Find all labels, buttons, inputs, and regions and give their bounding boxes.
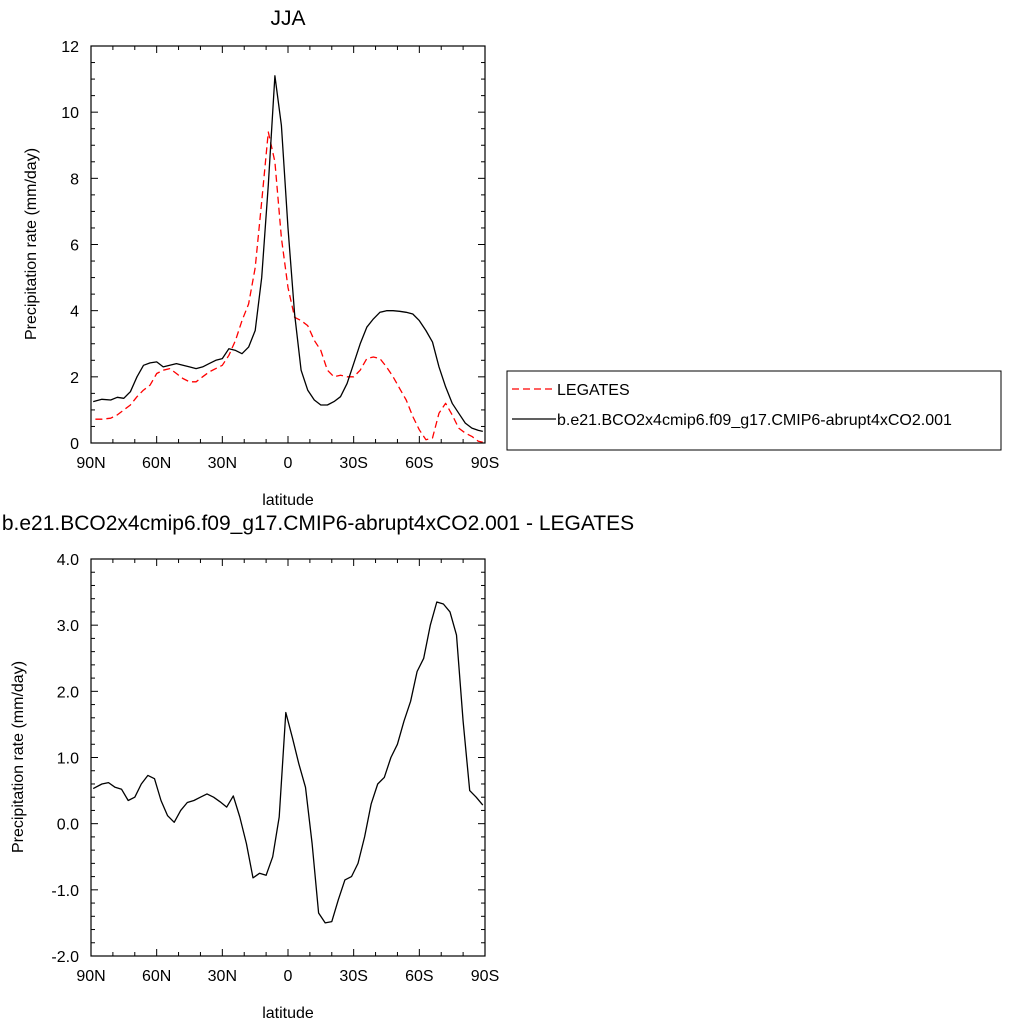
x-tick-label-bottom: 60N — [142, 968, 171, 985]
x-tick-label-top: 30N — [208, 455, 237, 472]
y-tick-label-bottom: 0.0 — [57, 817, 79, 834]
legend: LEGATES b.e21.BCO2x4cmip6.f09_g17.CMIP6-… — [506, 370, 1002, 451]
legend-label-model: b.e21.BCO2x4cmip6.f09_g17.CMIP6-abrupt4x… — [557, 412, 952, 429]
series-line-top-legates — [95, 131, 483, 443]
panel-top: JJA 90N 60N 30N 0 30S 60S 90S 0 2 4 6 8 10 12 Precipi… — [23, 7, 1002, 509]
y-tick-label-bottom: -2.0 — [51, 949, 79, 966]
x-tick-label-top: 60S — [405, 455, 433, 472]
plot-area-bottom: 90N 60N 30N 0 30S 60S 90S -2.0 -1.0 0.0 1.0 2.0 3.0 4… — [51, 552, 499, 985]
plot-frame-top — [90, 45, 486, 444]
chart-title-top: JJA — [270, 7, 305, 30]
y-tick-label-bottom: -1.0 — [51, 883, 79, 900]
plot-frame-bottom — [90, 558, 486, 957]
y-tick-label-top: 10 — [61, 105, 79, 122]
x-tick-label-top: 60N — [142, 455, 171, 472]
x-tick-label-bottom: 90N — [76, 968, 105, 985]
y-tick-label-bottom: 2.0 — [57, 684, 79, 701]
y-tick-label-bottom: 1.0 — [57, 751, 79, 768]
x-tick-label-bottom: 0 — [284, 968, 293, 985]
x-tick-label-bottom: 60S — [405, 968, 433, 985]
y-axis-label-bottom: Precipitation rate (mm/day) — [10, 661, 27, 853]
x-tick-label-bottom: 90S — [471, 968, 499, 985]
y-tick-label-top: 6 — [70, 238, 79, 255]
legend-label-legates: LEGATES — [557, 382, 630, 399]
y-tick-label-top: 12 — [61, 39, 79, 56]
series-line-top-model — [93, 75, 483, 433]
legend-box — [506, 370, 1002, 451]
x-axis-label-top: latitude — [262, 492, 314, 509]
x-tick-label-top: 90N — [76, 455, 105, 472]
y-tick-label-top: 8 — [70, 171, 79, 188]
x-tick-label-top: 90S — [471, 455, 499, 472]
y-tick-label-top: 2 — [70, 370, 79, 387]
y-tick-label-top: 0 — [70, 436, 79, 453]
series-line-bottom-difference — [92, 601, 484, 924]
x-tick-label-top: 0 — [284, 455, 293, 472]
chart-title-bottom: b.e21.BCO2x4cmip6.f09_g17.CMIP6-abrupt4x… — [2, 512, 634, 535]
y-tick-label-bottom: 3.0 — [57, 618, 79, 635]
plot-area-top: 90N 60N 30N 0 30S 60S 90S 0 2 4 6 8 10 12 — [61, 39, 499, 472]
y-axis-label-top: Precipitation rate (mm/day) — [23, 148, 40, 340]
x-tick-label-bottom: 30N — [208, 968, 237, 985]
panel-bottom: b.e21.BCO2x4cmip6.f09_g17.CMIP6-abrupt4x… — [2, 512, 634, 1022]
x-tick-label-top: 30S — [339, 455, 367, 472]
x-axis-label-bottom: latitude — [262, 1005, 314, 1022]
y-tick-label-bottom: 4.0 — [57, 552, 79, 569]
x-tick-label-bottom: 30S — [339, 968, 367, 985]
y-tick-label-top: 4 — [70, 304, 79, 321]
